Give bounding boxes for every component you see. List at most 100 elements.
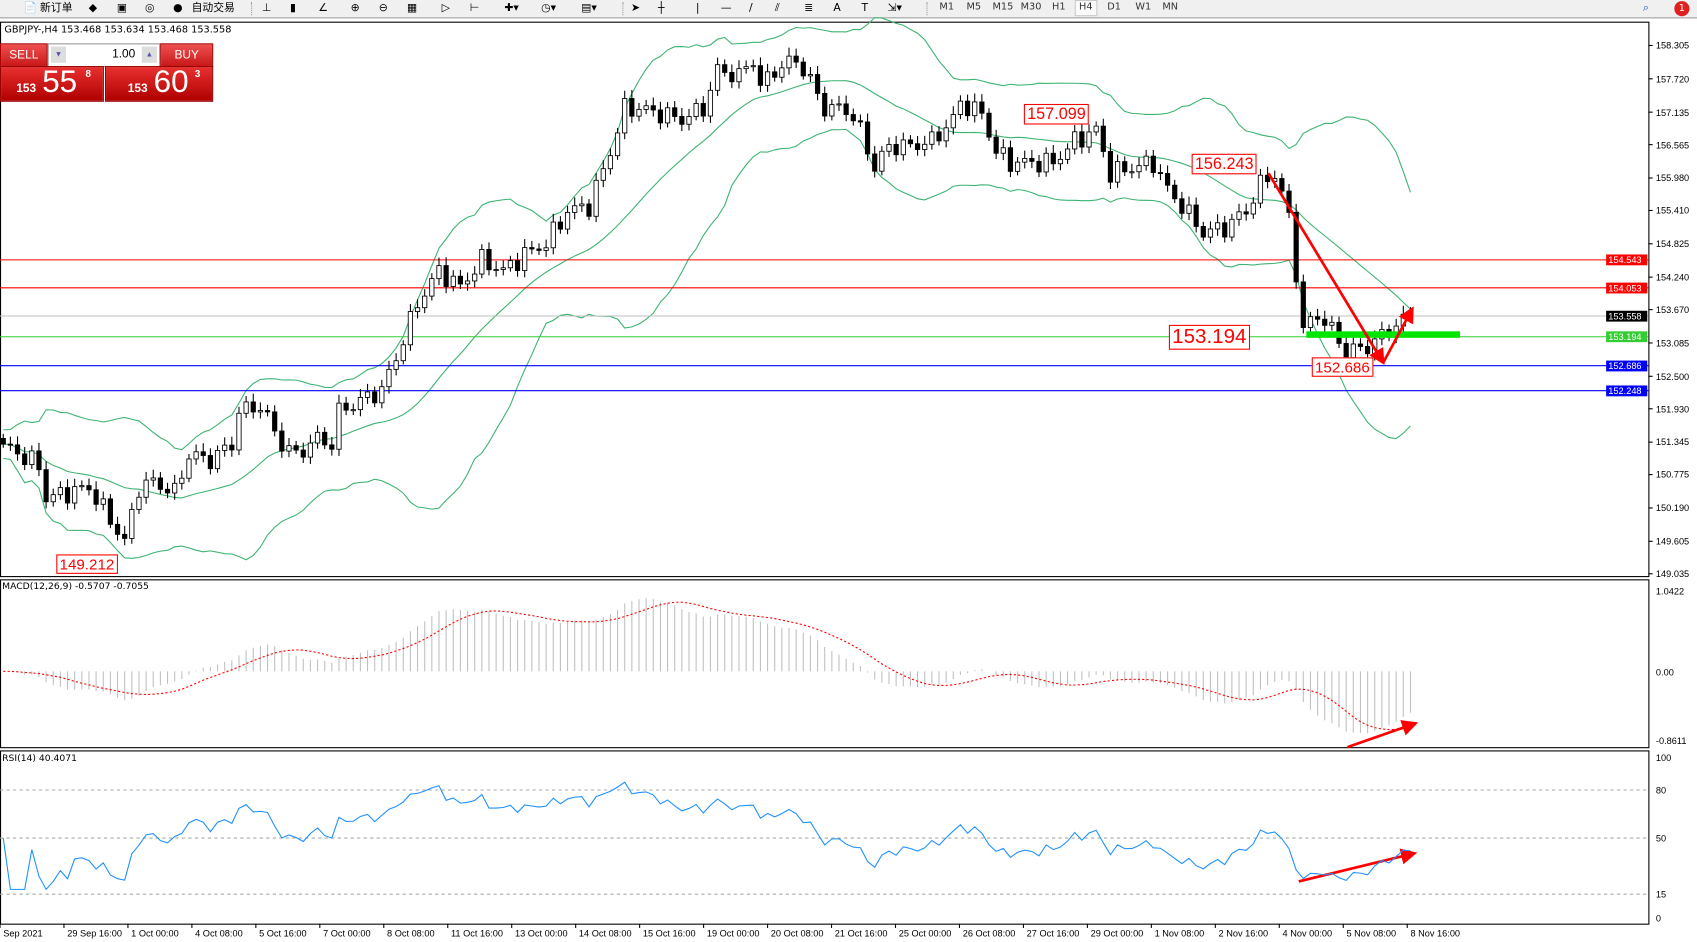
- bear-candle: [1243, 211, 1249, 215]
- templates-icon[interactable]: ▤▾: [581, 2, 597, 15]
- line-chart-icon[interactable]: ∠: [318, 2, 328, 15]
- lot-decrease-icon[interactable]: ▼: [50, 46, 67, 63]
- timeframe-m1[interactable]: M1: [939, 2, 955, 13]
- bull-candle: [714, 64, 721, 91]
- bear-candle: [86, 485, 92, 491]
- navigator-icon[interactable]: ▣: [116, 2, 128, 15]
- autoscroll-icon[interactable]: ▷: [441, 2, 450, 15]
- fibonacci-icon[interactable]: ≣: [804, 2, 814, 15]
- bear-candle: [36, 450, 42, 471]
- annotation-153194[interactable]: 153.194: [1168, 324, 1250, 350]
- ask-price[interactable]: 153 60 3: [104, 64, 214, 102]
- annotation-149212[interactable]: 149.212: [56, 554, 118, 574]
- bull-candle: [972, 101, 978, 117]
- bull-candle: [550, 221, 556, 249]
- timeframe-m30[interactable]: M30: [1020, 2, 1042, 13]
- price-line-label-153.194: 153.194: [1606, 331, 1648, 343]
- timeframe-mn[interactable]: MN: [1162, 2, 1179, 13]
- search-icon[interactable]: ⌕: [1642, 2, 1650, 15]
- bear-candle: [822, 92, 828, 117]
- text-icon[interactable]: A: [833, 2, 841, 15]
- vertical-line-icon[interactable]: |: [695, 2, 700, 15]
- bull-candle: [1014, 161, 1021, 172]
- bear-candle: [14, 444, 21, 455]
- annotation-152686[interactable]: 152.686: [1311, 357, 1374, 377]
- bull-candle: [357, 396, 364, 411]
- lot-value[interactable]: 1.00: [112, 47, 136, 61]
- time-label: 4 Nov 00:00: [1282, 927, 1333, 939]
- bar-chart-icon[interactable]: ⊥: [261, 2, 272, 15]
- horizontal-line-icon[interactable]: —: [720, 2, 732, 15]
- zoom-out-icon[interactable]: ⊖: [378, 2, 388, 15]
- bear-candle: [1264, 174, 1271, 182]
- price-tick-label: 155.980: [1655, 172, 1690, 184]
- tile-windows-icon[interactable]: ▦: [406, 2, 418, 15]
- bear-candle: [1100, 125, 1106, 152]
- bear-candle: [814, 74, 821, 94]
- candlestick-icon[interactable]: ▮: [290, 2, 297, 15]
- bull-candle: [407, 311, 414, 346]
- annotation-156243[interactable]: 156.243: [1191, 153, 1257, 175]
- time-label: 20 Oct 08:00: [770, 927, 824, 939]
- auto-trading-icon[interactable]: ●: [173, 2, 183, 15]
- timeframe-h1[interactable]: H1: [1051, 2, 1066, 13]
- bear-candle: [107, 498, 113, 525]
- text-label-icon[interactable]: T: [861, 2, 869, 15]
- macd-histogram: [9, 598, 1411, 734]
- timeframe-h4[interactable]: H4: [1074, 0, 1097, 17]
- bull-candle: [1022, 157, 1028, 163]
- bull-candle: [222, 444, 228, 451]
- timeframe-m15[interactable]: M15: [992, 2, 1014, 13]
- new-order-icon[interactable]: 📄: [23, 2, 38, 15]
- bull-candle: [129, 508, 135, 539]
- bull-candle: [257, 410, 263, 413]
- bull-candle: [950, 114, 956, 129]
- annotation-157099[interactable]: 157.099: [1023, 103, 1090, 125]
- notification-badge[interactable]: 1: [1674, 1, 1690, 17]
- bear-candle: [850, 114, 856, 122]
- bull-candle: [836, 103, 842, 106]
- price-tick-label: 157.135: [1655, 106, 1690, 118]
- bull-candle: [29, 450, 35, 466]
- timeframe-w1[interactable]: W1: [1135, 2, 1152, 13]
- indicators-icon[interactable]: ✚▾: [504, 2, 519, 15]
- bear-candle: [729, 71, 735, 83]
- buy-button[interactable]: BUY: [160, 43, 214, 68]
- price-tick-label: 151.930: [1655, 403, 1690, 415]
- bull-candle: [379, 386, 385, 404]
- bear-candle: [43, 469, 49, 503]
- trendline-icon[interactable]: /: [748, 2, 753, 15]
- bear-candle: [650, 105, 656, 111]
- bid-price[interactable]: 153 55 8: [0, 65, 104, 102]
- bull-candle: [572, 205, 578, 213]
- lot-increase-icon[interactable]: ▲: [141, 46, 157, 63]
- macd-panel-frame: [0, 579, 1650, 749]
- new-order-button[interactable]: 新订单: [40, 2, 73, 15]
- crosshair-icon[interactable]: ┼: [658, 2, 665, 15]
- zoom-in-icon[interactable]: ⊕: [350, 2, 360, 15]
- bear-candle: [64, 487, 71, 504]
- timeframe-m5[interactable]: M5: [966, 2, 982, 13]
- bear-candle: [343, 402, 349, 411]
- bull-candle: [57, 487, 63, 496]
- periods-icon[interactable]: ◷▾: [541, 2, 557, 15]
- bull-candle: [1236, 211, 1242, 220]
- sell-button[interactable]: SELL: [0, 43, 48, 68]
- cursor-icon[interactable]: ➤: [630, 2, 641, 15]
- equidistant-channel-icon[interactable]: ⫽: [774, 2, 780, 15]
- bull-candle: [943, 127, 949, 142]
- ask-pips: 60: [153, 64, 189, 100]
- bull-candle: [664, 107, 671, 124]
- bollinger-upper: [3, 17, 1411, 451]
- bull-candle: [1093, 125, 1099, 133]
- lot-size-field[interactable]: ▼ 1.00 ▲: [47, 43, 161, 68]
- timeframe-d1[interactable]: D1: [1107, 2, 1121, 13]
- signal-icon[interactable]: ◎: [145, 2, 155, 15]
- bear-candle: [372, 391, 378, 404]
- auto-trading-button[interactable]: 自动交易: [191, 2, 235, 15]
- metaeditor-icon[interactable]: ◆: [88, 2, 98, 15]
- price-line-label-154.543: 154.543: [1606, 254, 1648, 266]
- arrows-icon[interactable]: ⇲▾: [887, 2, 902, 15]
- chart-shift-icon[interactable]: ⊢: [469, 2, 480, 15]
